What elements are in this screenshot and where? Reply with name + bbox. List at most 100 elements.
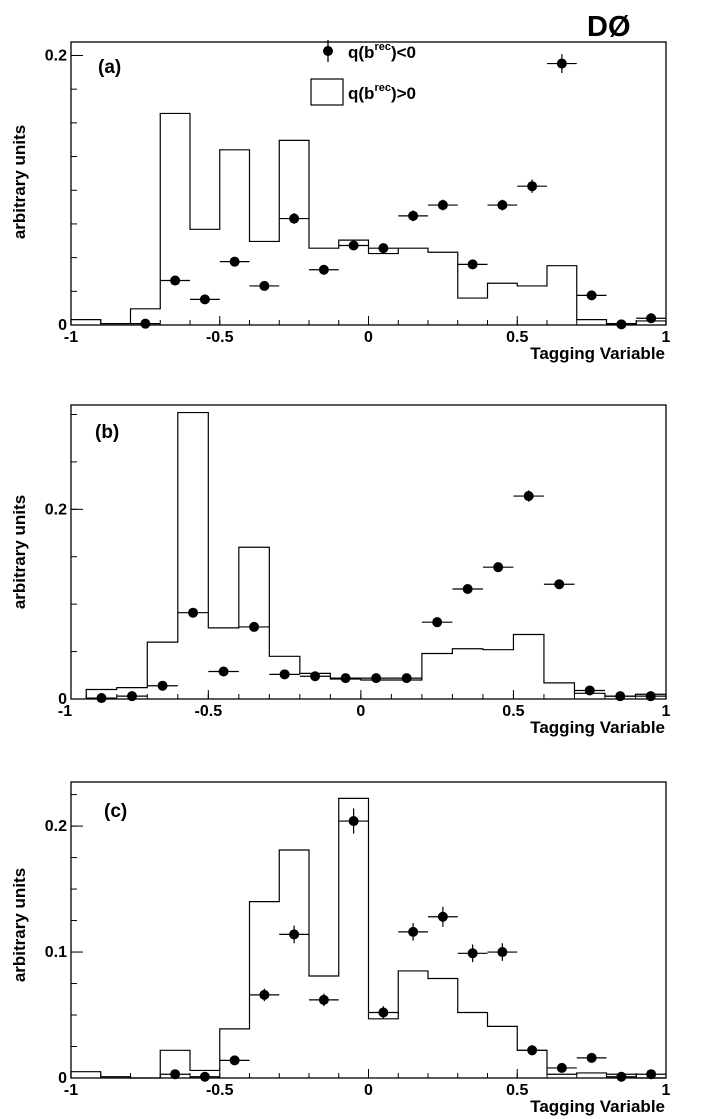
panel-c-data-point: [428, 906, 458, 927]
legend-hist-suffix: )>0: [391, 84, 416, 103]
panel-c-marker: [229, 1055, 240, 1066]
panel-b-ytick-label: 0.2: [45, 501, 67, 518]
panel-b-marker: [645, 691, 656, 702]
panel-b-data-point: [635, 691, 666, 702]
legend-points-label: q(brec)<0: [348, 41, 416, 62]
panel-b-marker: [218, 666, 229, 677]
panel-c-data-point: [487, 943, 518, 961]
panel-c-xtick-label: 0: [364, 1082, 373, 1099]
panel-c-data-point: [368, 1006, 399, 1019]
panel-b-data-point: [452, 583, 483, 594]
panel-c-ytick-label: 0.2: [45, 818, 67, 835]
panel-c-marker: [348, 816, 359, 827]
legend-hist-label: q(brec)>0: [348, 82, 416, 103]
legend: q(brec)<0 q(brec)>0: [310, 40, 416, 106]
panel-c-marker: [437, 911, 448, 922]
panel-b-data-point: [208, 666, 239, 677]
panel-c-marker: [497, 947, 508, 958]
panel-a-marker: [289, 213, 300, 224]
panel-c-marker: [408, 926, 419, 937]
panel-b-marker: [462, 583, 473, 594]
panel-c-data-point: [547, 1062, 577, 1073]
panel-c-xtick-label: 1: [662, 1082, 671, 1099]
panel-b-histogram: [85, 411, 667, 699]
panel-a-data-point: [547, 54, 577, 73]
panel-a-marker: [527, 181, 538, 192]
panel-b-data-point: [574, 685, 605, 696]
panel-c-points: [160, 808, 666, 1082]
panel-a-xtick-label: -0.5: [206, 329, 234, 346]
panel-c-marker: [259, 989, 270, 1000]
panel-a-marker: [616, 319, 627, 330]
panel-a-data-point: [130, 318, 161, 329]
panel-b-marker: [340, 673, 351, 684]
panel-b-data-point: [391, 673, 422, 684]
panel-c-data-point: [636, 1069, 666, 1080]
panel-c-ytick-label: 0: [58, 1070, 67, 1087]
panel-c-data-point: [576, 1052, 607, 1063]
panel-a-data-point: [576, 290, 607, 301]
panel-c-data-point: [606, 1071, 637, 1082]
panel-b-data-point: [482, 562, 514, 573]
panel-c-marker: [318, 994, 329, 1005]
panel-a-marker: [170, 275, 181, 286]
panel-c-marker: [289, 929, 300, 940]
panel-b-marker: [523, 491, 534, 502]
panel-a-data-point: [190, 294, 220, 305]
panel-b-marker: [96, 693, 107, 704]
panel-c-marker: [199, 1071, 210, 1082]
panel-c-data-point: [338, 808, 369, 834]
panel-b-data-point: [330, 673, 361, 684]
panel-b-data-point: [269, 669, 300, 680]
panel-a-xtick-label: 0: [364, 329, 373, 346]
panel-c-xlabel: Tagging Variable: [530, 1097, 665, 1116]
panel-b-data-point: [238, 621, 270, 632]
panel-b-frame: [70, 404, 667, 700]
panel-c-marker: [646, 1069, 657, 1080]
panel-b-data-point: [116, 691, 148, 702]
panel-c-ytick-label: 0.1: [45, 944, 67, 961]
panel-a-data-point: [487, 199, 518, 211]
panel-b-ticks: -1 -0.5 0 0.5 1 0 0.2: [45, 413, 671, 720]
panel-a: -1 -0.5 0 0.5 1 0 0.2 (a) arbitrary units Tagg…: [10, 41, 671, 363]
panel-b-data-point: [177, 607, 209, 618]
legend-points-suffix: )<0: [391, 43, 416, 62]
panel-c-marker: [527, 1045, 538, 1056]
panel-a-marker: [140, 318, 151, 329]
panel-c-ylabel: arbitrary units: [10, 868, 29, 982]
panel-a-ytick-label: 0: [58, 317, 67, 334]
panel-a-xtick-label: 1: [662, 329, 671, 346]
panel-a-data-point: [398, 210, 428, 222]
panel-a-data-point: [636, 313, 666, 324]
panel-a-points: [130, 54, 666, 330]
panel-b-data-point: [421, 617, 453, 628]
legend-hist-sup: rec: [374, 82, 391, 94]
panel-a-data-point: [160, 275, 190, 286]
panel-a-marker: [318, 264, 329, 275]
experiment-label: DØ: [587, 11, 631, 43]
panel-a-marker: [556, 58, 567, 69]
panel-b-marker: [279, 669, 290, 680]
panel-a-marker: [259, 280, 270, 291]
panel-a-marker: [199, 294, 210, 305]
panel-a-marker: [229, 256, 240, 267]
panel-b-marker: [371, 673, 382, 684]
panel-c-label: (c): [104, 801, 127, 822]
panel-b-xlabel: Tagging Variable: [530, 718, 665, 737]
panel-b-data-point: [513, 490, 544, 502]
panel-a-marker: [586, 290, 597, 301]
panel-b-data-point: [360, 673, 392, 684]
panel-b-xtick-label: 0: [356, 703, 365, 720]
panel-a-data-point: [338, 240, 369, 251]
panel-b-data-point: [147, 680, 178, 691]
panel-c-marker: [378, 1007, 389, 1018]
legend-points-sup: rec: [374, 41, 391, 53]
panel-b-xtick-label: 0.5: [502, 703, 524, 720]
panel-a-xtick-label: -1: [64, 329, 78, 346]
panel-a-data-point: [309, 264, 339, 275]
panel-c-data-point: [398, 923, 428, 941]
panel-c-xtick-label: 0.5: [506, 1082, 528, 1099]
panel-b-marker: [310, 671, 321, 682]
panel-b-marker: [615, 691, 626, 702]
